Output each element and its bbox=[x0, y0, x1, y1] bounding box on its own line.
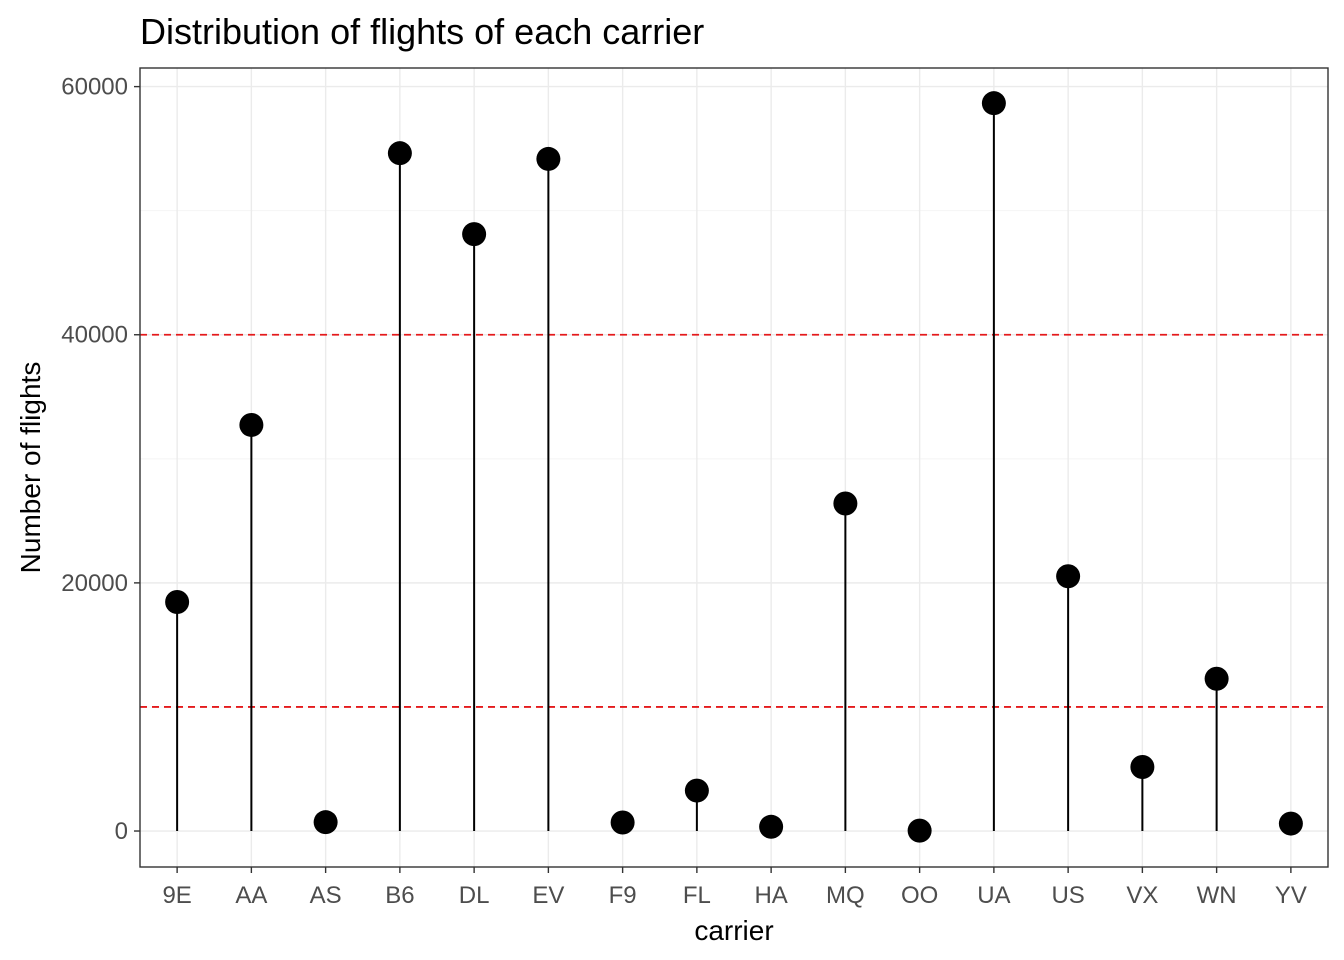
point-AA bbox=[239, 412, 264, 437]
point-WN bbox=[1204, 666, 1229, 691]
x-axis-title: carrier bbox=[694, 915, 773, 946]
point-YV bbox=[1278, 811, 1303, 836]
point-US bbox=[1056, 564, 1081, 589]
point-DL bbox=[462, 222, 487, 247]
x-tick-label: OO bbox=[901, 882, 938, 909]
x-tick-label: YV bbox=[1275, 882, 1307, 909]
point-F9 bbox=[610, 810, 635, 835]
lollipop-stems bbox=[176, 103, 1292, 832]
point-UA bbox=[981, 91, 1006, 116]
x-tick-label: VX bbox=[1126, 882, 1158, 909]
x-tick-label: FL bbox=[683, 882, 711, 909]
x-tick-label: HA bbox=[754, 882, 787, 909]
y-axis: 0 20000 40000 60000 bbox=[61, 74, 140, 845]
panel-border bbox=[139, 67, 1329, 868]
point-HA bbox=[759, 814, 784, 839]
point-OO bbox=[907, 818, 932, 843]
x-axis: 9E AA AS B6 DL EV F9 FL HA MQ OO UA US VX WN YV bbox=[162, 867, 1307, 909]
point-AS bbox=[313, 810, 338, 835]
x-tick-label: AA bbox=[235, 882, 267, 909]
point-9E bbox=[165, 589, 190, 614]
point-FL bbox=[684, 778, 709, 803]
grid-lines bbox=[140, 68, 1328, 867]
point-MQ bbox=[833, 491, 858, 516]
x-tick-label: MQ bbox=[826, 882, 865, 909]
y-axis-title: Number of flights bbox=[15, 362, 46, 574]
x-tick-label: DL bbox=[459, 882, 490, 909]
point-EV bbox=[536, 146, 561, 171]
y-tick-label: 20000 bbox=[61, 570, 128, 597]
x-tick-label: WN bbox=[1197, 882, 1237, 909]
reference-lines bbox=[140, 333, 1328, 708]
x-tick-label: US bbox=[1051, 882, 1084, 909]
x-tick-label: B6 bbox=[385, 882, 414, 909]
x-tick-label: AS bbox=[310, 882, 342, 909]
point-VX bbox=[1130, 754, 1155, 779]
y-tick-label: 40000 bbox=[61, 322, 128, 349]
chart-title: Distribution of flights of each carrier bbox=[140, 11, 704, 52]
y-tick-label: 0 bbox=[115, 818, 128, 845]
x-tick-label: F9 bbox=[609, 882, 637, 909]
lollipop-points bbox=[165, 91, 1303, 843]
y-tick-label: 60000 bbox=[61, 74, 128, 101]
x-tick-label: UA bbox=[977, 882, 1010, 909]
x-tick-label: EV bbox=[532, 882, 564, 909]
point-B6 bbox=[387, 141, 412, 166]
x-tick-label: 9E bbox=[162, 882, 191, 909]
